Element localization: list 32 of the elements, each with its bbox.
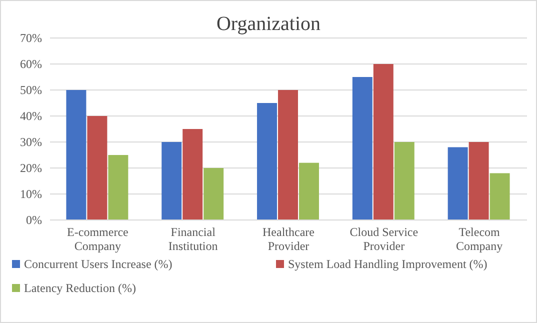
x-tick-label: Telecom Company bbox=[456, 225, 503, 253]
bar bbox=[108, 155, 128, 220]
y-tick-label: 60% bbox=[20, 56, 42, 71]
legend-label: Latency Reduction (%) bbox=[24, 281, 136, 295]
x-tick-label: E-commerce Company bbox=[67, 225, 128, 253]
chart-title: Organization bbox=[216, 13, 321, 35]
y-tick-label: 0% bbox=[26, 212, 42, 227]
bar bbox=[66, 90, 86, 220]
bar bbox=[278, 90, 298, 220]
x-tick-label: Cloud Service Provider bbox=[350, 225, 418, 253]
legend-label: Concurrent Users Increase (%) bbox=[24, 257, 172, 271]
bar bbox=[162, 142, 182, 220]
bar bbox=[468, 142, 489, 220]
y-tick-label: 30% bbox=[20, 134, 42, 149]
bar bbox=[394, 142, 414, 220]
bar bbox=[182, 129, 203, 220]
bar bbox=[87, 116, 108, 220]
y-tick-label: 10% bbox=[20, 186, 42, 201]
y-tick-label: 40% bbox=[20, 108, 42, 123]
bar bbox=[257, 103, 278, 220]
y-tick-label: 20% bbox=[20, 160, 42, 175]
bar bbox=[448, 147, 468, 220]
y-tick-label: 70% bbox=[20, 30, 42, 45]
bar bbox=[298, 162, 319, 220]
bar bbox=[352, 77, 372, 220]
bar bbox=[490, 173, 510, 220]
bar bbox=[373, 64, 394, 220]
legend-label: System Load Handling Improvement (%) bbox=[288, 257, 488, 271]
x-tick-label: Financial Institution bbox=[168, 225, 218, 253]
x-tick-label: Healthcare Provider bbox=[262, 225, 314, 253]
bar bbox=[204, 168, 224, 220]
y-tick-label: 50% bbox=[20, 82, 42, 97]
